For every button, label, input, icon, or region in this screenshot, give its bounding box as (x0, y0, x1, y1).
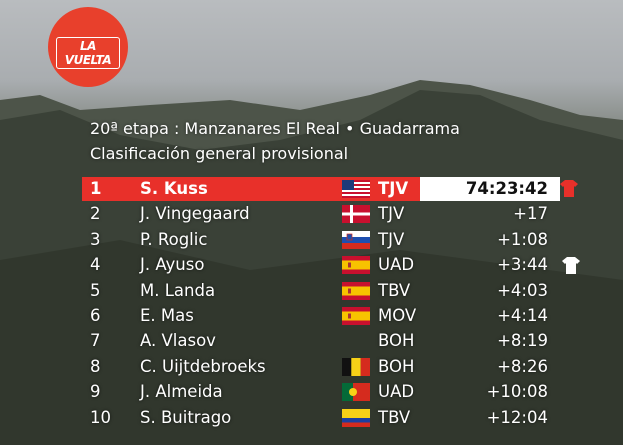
time: +12:04 (486, 407, 548, 427)
time: +4:03 (497, 280, 548, 300)
time: +10:08 (486, 382, 548, 402)
standing-row: 3 P. Roglic TJV +1:08 (82, 228, 562, 252)
standing-row: 7 A. Vlasov BOH +8:19 (82, 329, 562, 353)
flag (342, 408, 370, 427)
standing-row: 4 J. Ayuso UAD +3:44 (82, 253, 562, 277)
team: BOH (378, 356, 415, 376)
name: C. Uijtdebroeks (140, 356, 266, 376)
flag (342, 256, 370, 275)
flag (342, 180, 370, 198)
team: TBV (378, 280, 411, 300)
white-jersey (562, 257, 580, 274)
rank: 7 (90, 331, 101, 351)
team: TBV (378, 407, 411, 427)
time: +17 (513, 204, 548, 224)
team: UAD (378, 255, 415, 275)
flag (342, 307, 370, 325)
rank: 6 (90, 306, 101, 325)
time: +3:44 (497, 255, 548, 275)
classification-title: Clasificación general provisional (90, 144, 349, 163)
name: J. Ayuso (140, 255, 205, 275)
name: J. Almeida (140, 382, 223, 402)
standing-row: 6 E. Mas MOV +4:14 (82, 304, 562, 328)
time: 74:23:42 (465, 179, 548, 198)
rank: 10 (90, 407, 111, 427)
name: E. Mas (140, 306, 194, 325)
name: S. Kuss (140, 179, 208, 198)
time: +8:26 (497, 356, 548, 376)
name: A. Vlasov (140, 331, 216, 351)
rank: 2 (90, 204, 101, 224)
standing-row: 10 S. Buitrago TBV +12:04 (82, 406, 562, 430)
rank: 9 (90, 382, 101, 402)
name: M. Landa (140, 280, 216, 300)
flag (342, 230, 370, 249)
standing-row: 9 J. Almeida UAD +10:08 (82, 380, 562, 404)
rank: 3 (90, 229, 101, 249)
standing-row: 5 M. Landa TBV +4:03 (82, 279, 562, 303)
rank: 8 (90, 356, 101, 376)
red-jersey (560, 180, 578, 197)
team: TJV (378, 229, 405, 249)
team: MOV (378, 306, 417, 325)
team: TJV (378, 179, 409, 198)
stage-title: 20ª etapa : Manzanares El Real • Guadarr… (90, 119, 460, 138)
rank: 5 (90, 280, 101, 300)
flag (342, 205, 370, 224)
rank: 1 (90, 179, 102, 198)
name: P. Roglic (140, 229, 208, 249)
time: +1:08 (497, 229, 548, 249)
team: TJV (378, 204, 405, 224)
flag (342, 281, 370, 300)
team: UAD (378, 382, 415, 402)
leader-time-box (420, 177, 560, 201)
logo: LA VUELTA (48, 7, 128, 87)
standing-row: 1 S. Kuss TJV 74:23:42 (82, 177, 548, 201)
standing-row: 8 C. Uijtdebroeks BOH +8:26 (82, 355, 562, 379)
rank: 4 (90, 255, 101, 275)
name: J. Vingegaard (140, 204, 250, 224)
time: +8:19 (497, 331, 548, 351)
standing-row: 2 J. Vingegaard TJV +17 (82, 202, 562, 226)
flag (342, 383, 370, 402)
logo-text: LA VUELTA (56, 37, 120, 69)
flag (342, 357, 370, 376)
time: +4:14 (497, 306, 548, 325)
team: BOH (378, 331, 415, 351)
name: S. Buitrago (140, 407, 232, 427)
